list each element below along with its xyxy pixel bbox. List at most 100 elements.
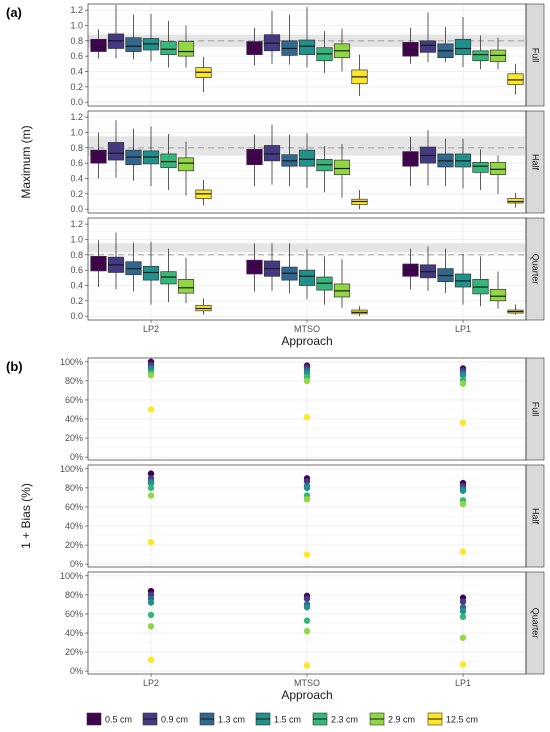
box-body [472,50,489,62]
legend-label: 12.5 cm [446,715,478,725]
box-body [507,198,524,204]
box-lp2-3 [142,241,160,305]
box-lp2-5 [177,257,195,304]
legend-label: 2.3 cm [331,715,358,725]
y-tick-label: 0.6 [70,51,83,61]
box-lp1-0 [402,137,419,187]
x-tick-label: LP2 [143,678,159,688]
box-body [472,162,489,173]
y-tick-label: 20% [65,433,83,443]
box-lp2-2 [125,14,142,60]
facet-quarter: 0.0 0.2 0.4 0.6 0.8 1.0 1.2 Quarter LP2 MTSO LP1 [70,217,545,334]
box-lp1-2 [437,248,454,294]
y-tick-label: 0.4 [70,173,83,183]
y-tick-label: 0.6 [70,158,83,168]
box-body [333,159,351,176]
facet-border [87,3,527,107]
legend-item: 2.9 cm [369,712,415,726]
x-tick-label: LP1 [455,324,471,334]
y-tick-label: 0.2 [70,296,83,306]
point-mtso-5 [303,496,311,503]
box-lp1-4 [472,149,489,190]
point-lp2-5 [147,623,155,630]
box-mtso-0 [246,27,263,66]
point-lp2-3 [147,599,155,606]
facet-half: 0% 20% 40% 60% 80% 100% Half [60,464,545,569]
y-tick-label: 40% [65,521,83,531]
point-mtso-4 [303,617,311,624]
point-mtso-6 [303,551,311,558]
box-body [507,73,524,85]
y-tick-label: 0.4 [70,66,83,76]
y-tick-label: 0.0 [70,97,83,107]
point-lp1-3 [459,607,467,615]
box-lp1-0 [402,27,419,64]
point-lp1-3 [459,487,467,494]
box-mtso-3 [298,249,316,300]
box-lp2-5 [177,25,195,68]
point-mtso-3 [303,484,311,492]
legend-item: 1.5 cm [255,712,301,726]
box-body [298,269,316,286]
y-tick-label: 20% [65,647,83,657]
y-tick-label: 80% [65,590,83,600]
point-lp1-6 [459,548,467,555]
box-lp1-3 [454,17,472,67]
legend-label: 2.9 cm [388,715,415,725]
point-mtso-1 [303,478,311,485]
point-mtso-5 [303,377,311,385]
panel-b-scatter: (b) 0% 20% 40% 60% 80% 100% Full 0% 20% 40% 60% 80% 1… [6,357,545,702]
box-mtso-1 [263,124,281,185]
panel-a-xlabel: Approach [281,334,332,348]
legend-label: 1.3 cm [218,715,245,725]
y-tick-label: 1.0 [70,127,83,137]
facet-half: 0.0 0.2 0.4 0.6 0.8 1.0 1.2 Half [70,110,545,214]
point-lp2-5 [147,371,155,379]
panel-a-ylabel: Maximum (m) [19,125,33,198]
panel-b-xlabel: Approach [281,688,332,702]
box-lp1-0 [402,248,419,290]
y-tick-label: 40% [65,414,83,424]
y-tick-label: 0.8 [70,36,83,46]
y-tick-label: 60% [65,502,83,512]
box-lp2-4 [160,248,177,303]
legend-item: 0.9 cm [142,712,188,726]
box-body [402,41,419,57]
box-lp2-6 [195,180,212,206]
y-tick-label: 0.4 [70,280,83,290]
legend-item: 0.5 cm [86,712,132,726]
point-lp2-4 [147,611,155,619]
point-lp1-1 [459,598,467,605]
facet-full: 0% 20% 40% 60% 80% 100% Full [60,357,545,462]
box-lp1-3 [454,138,472,189]
panel-a-boxplots: (a) 0.0 0.2 0.4 0.6 0.8 1.0 1.2 Full 0.0 0.2 0.4 0.6… [6,3,545,348]
box-mtso-1 [263,10,281,64]
box-mtso-2 [281,243,298,294]
point-lp2-0 [147,470,155,477]
box-body [90,38,107,52]
box-body [177,41,195,57]
box-lp2-3 [142,13,160,62]
box-body [489,288,507,302]
box-body [142,265,160,281]
y-tick-label: 1.2 [70,219,83,229]
y-tick-label: 100% [60,464,83,474]
box-mtso-4 [316,146,333,193]
y-tick-label: 100% [60,357,83,367]
x-tick-label: LP1 [455,678,471,688]
point-lp2-5 [147,492,155,499]
box-lp2-2 [125,128,142,181]
box-body [454,38,472,55]
box-mtso-4 [316,30,333,74]
y-tick-label: 20% [65,540,83,550]
y-tick-label: 80% [65,483,83,493]
box-mtso-0 [246,134,263,187]
facet-border [87,110,527,214]
point-lp1-5 [459,500,467,508]
y-tick-label: 0% [70,452,83,462]
point-lp1-4 [459,613,467,621]
y-tick-label: 1.2 [70,112,83,122]
legend-item: 12.5 cm [427,712,478,726]
box-lp2-6 [195,298,212,315]
